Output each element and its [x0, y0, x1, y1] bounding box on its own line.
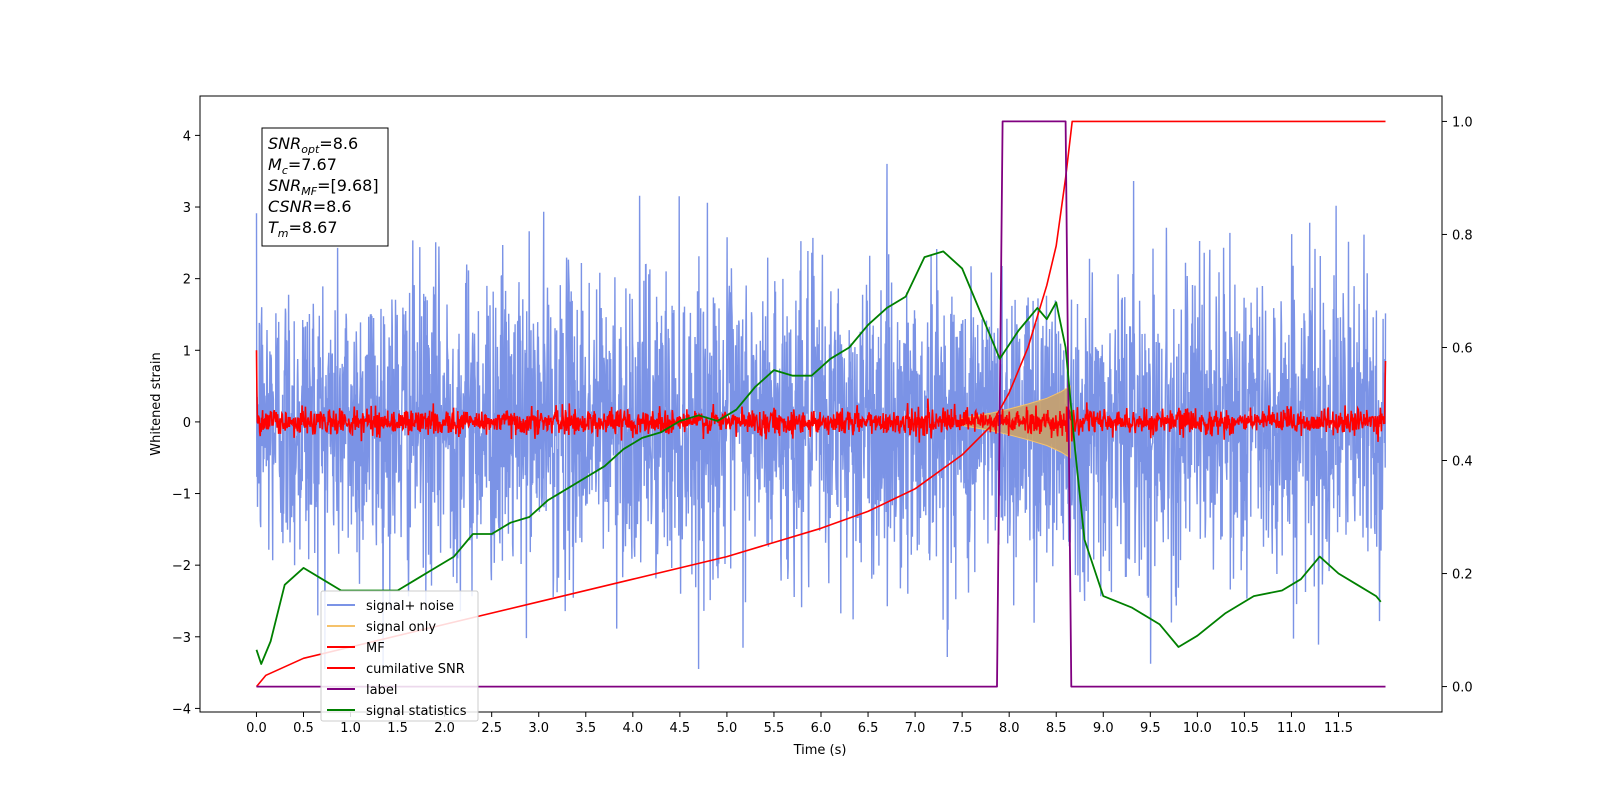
legend-label: signal statistics — [366, 704, 467, 719]
stats-mc: Mc=7.67 — [268, 155, 337, 177]
x-tick-label: 5.0 — [717, 721, 738, 736]
x-tick-label: 8.0 — [999, 721, 1020, 736]
x-tick-label: 5.5 — [764, 721, 785, 736]
x-tick-label: 8.5 — [1046, 721, 1067, 736]
x-tick-label: 9.5 — [1140, 721, 1161, 736]
x-tick-label: 2.5 — [481, 721, 502, 736]
y-left-tick-label: 4 — [183, 129, 191, 144]
y-right-tick-label: 0.4 — [1452, 455, 1473, 470]
y-left-tick-label: −1 — [172, 488, 191, 503]
x-tick-label: 4.0 — [622, 721, 643, 736]
series-label-line — [256, 120, 1386, 688]
legend-frame — [320, 590, 479, 722]
x-tick-label: 7.5 — [952, 721, 973, 736]
x-tick-label: 2.0 — [434, 721, 455, 736]
x-tick-label: 10.5 — [1230, 721, 1259, 736]
y-left-tick-label: −4 — [172, 702, 191, 717]
series-signal-statistics-line — [255, 250, 1382, 665]
y-axis-right: 0.0 0.2 0.4 0.6 0.8 1.0 — [1442, 115, 1473, 696]
x-tick-label: 10.0 — [1183, 721, 1212, 736]
x-tick-label: 0.0 — [246, 721, 267, 736]
y-right-tick-label: 0.8 — [1452, 228, 1473, 243]
y-left-tick-label: −2 — [172, 559, 191, 574]
x-axis: 0.0 0.5 1.0 1.5 2.0 2.5 3.0 3.5 4.0 4.5 5.0 5.5 6.0 6… — [246, 712, 1353, 736]
stats-box: SNRopt=8.6 Mc=7.67 SNRMF=[9.68] CSNR=8.6… — [261, 127, 389, 247]
x-tick-label: 1.5 — [387, 721, 408, 736]
x-tick-label: 7.0 — [905, 721, 926, 736]
stats-box-frame — [261, 127, 389, 247]
stats-snr-mf: SNRMF=[9.68] — [268, 176, 379, 198]
stats-snr-opt: SNRopt=8.6 — [268, 134, 358, 156]
x-tick-label: 11.5 — [1324, 721, 1353, 736]
y-left-tick-label: 1 — [183, 344, 191, 359]
legend-label: cumilative SNR — [366, 662, 465, 677]
x-tick-label: 3.5 — [575, 721, 596, 736]
x-tick-label: 9.0 — [1093, 721, 1114, 736]
legend-label: signal only — [366, 620, 436, 635]
y-left-tick-label: −3 — [172, 631, 191, 646]
x-tick-label: 1.0 — [340, 721, 361, 736]
legend-entries: signal+ noise signal only MF cumilative SNR… — [327, 599, 467, 719]
stats-tm: Tm=8.67 — [268, 218, 338, 240]
legend: signal+ noise signal only MF cumilative SNR… — [320, 590, 479, 722]
stats-csnr: CSNR=8.6 — [268, 197, 352, 216]
x-tick-label: 4.5 — [670, 721, 691, 736]
legend-label: signal+ noise — [366, 599, 454, 614]
y-right-tick-label: 1.0 — [1452, 115, 1473, 130]
y-right-tick-label: 0.2 — [1452, 568, 1473, 583]
legend-label: MF — [366, 641, 385, 656]
y-axis-left: −4 −3 −2 −1 0 1 2 3 4 — [172, 129, 200, 717]
series-signal-noise-line — [255, 163, 1387, 670]
x-axis-label: Time (s) — [793, 743, 847, 758]
x-tick-label: 6.5 — [858, 721, 879, 736]
x-tick-label: 3.0 — [528, 721, 549, 736]
y-right-tick-label: 0.0 — [1452, 681, 1473, 696]
legend-label: label — [366, 683, 397, 698]
y-axis-label: Whitened strain — [149, 352, 164, 455]
y-right-tick-label: 0.6 — [1452, 341, 1473, 356]
x-tick-label: 11.0 — [1277, 721, 1306, 736]
y-left-tick-label: 3 — [183, 201, 191, 216]
plot-data — [255, 120, 1387, 688]
y-left-tick-label: 2 — [183, 273, 191, 288]
x-tick-label: 6.0 — [811, 721, 832, 736]
y-left-tick-label: 0 — [183, 416, 191, 431]
x-tick-label: 0.5 — [293, 721, 314, 736]
series-mf-line — [255, 350, 1387, 443]
